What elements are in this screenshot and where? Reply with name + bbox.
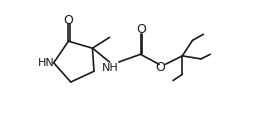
- Text: O: O: [155, 61, 165, 74]
- Text: O: O: [63, 14, 73, 27]
- Text: HN: HN: [38, 58, 54, 68]
- Text: O: O: [136, 23, 146, 36]
- Text: NH: NH: [102, 63, 119, 73]
